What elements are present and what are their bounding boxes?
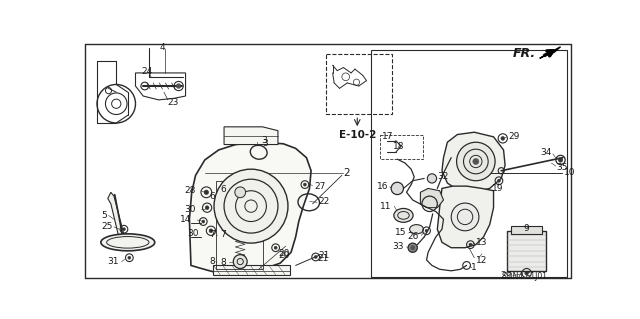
Text: 23: 23	[168, 98, 179, 107]
Bar	[508, 231, 546, 271]
Polygon shape	[540, 47, 561, 58]
Circle shape	[202, 220, 205, 223]
Bar	[371, 50, 568, 277]
Text: 30: 30	[184, 205, 196, 214]
Text: 31: 31	[107, 257, 118, 266]
Text: 21: 21	[317, 254, 328, 263]
Circle shape	[205, 206, 209, 210]
Polygon shape	[437, 186, 493, 248]
Text: 20: 20	[278, 249, 289, 258]
Text: 4: 4	[159, 43, 165, 52]
Text: 22: 22	[319, 197, 330, 206]
Text: 9: 9	[524, 224, 529, 233]
Circle shape	[425, 229, 428, 232]
Circle shape	[525, 271, 529, 275]
Circle shape	[456, 142, 495, 181]
Text: 6: 6	[209, 192, 215, 201]
Ellipse shape	[394, 208, 413, 222]
Text: 18: 18	[394, 142, 405, 151]
Circle shape	[235, 187, 246, 198]
Circle shape	[391, 182, 403, 195]
Ellipse shape	[101, 234, 155, 251]
Circle shape	[128, 256, 131, 259]
Text: 1: 1	[471, 263, 477, 272]
Text: 19: 19	[492, 184, 503, 193]
Text: E-10-2: E-10-2	[339, 130, 376, 140]
Text: 29: 29	[508, 132, 520, 141]
Circle shape	[303, 183, 307, 186]
Text: 5: 5	[101, 211, 107, 220]
Text: 14: 14	[180, 216, 192, 225]
Circle shape	[501, 137, 505, 140]
Text: 3: 3	[262, 139, 268, 148]
Polygon shape	[212, 265, 289, 275]
Circle shape	[274, 246, 277, 249]
Circle shape	[497, 179, 500, 182]
Circle shape	[473, 159, 479, 165]
Text: FR.: FR.	[513, 47, 536, 60]
Ellipse shape	[410, 225, 424, 234]
Text: SDN4 E1J01: SDN4 E1J01	[502, 272, 547, 281]
Text: 34: 34	[540, 148, 551, 157]
Text: 2: 2	[344, 168, 350, 178]
Text: 17: 17	[382, 132, 394, 141]
Text: 21: 21	[319, 251, 330, 260]
Text: 30: 30	[187, 229, 198, 238]
Text: 26: 26	[408, 233, 419, 241]
Text: 29: 29	[500, 271, 511, 280]
Bar	[216, 181, 262, 269]
Text: 15: 15	[395, 228, 406, 237]
Text: 28: 28	[184, 186, 196, 195]
Circle shape	[558, 158, 563, 162]
Text: 7: 7	[221, 230, 227, 239]
Text: 7: 7	[209, 230, 215, 239]
Text: 8: 8	[209, 257, 215, 266]
Circle shape	[451, 203, 479, 231]
Bar	[234, 185, 246, 200]
Circle shape	[214, 169, 288, 243]
Text: 33: 33	[392, 242, 403, 251]
Bar	[326, 54, 392, 114]
Text: 13: 13	[476, 238, 487, 247]
Text: 8: 8	[221, 258, 227, 267]
Text: 16: 16	[376, 182, 388, 191]
Text: 12: 12	[476, 256, 487, 264]
Text: 27: 27	[314, 182, 326, 191]
Circle shape	[314, 256, 317, 258]
Circle shape	[234, 255, 247, 269]
Polygon shape	[224, 127, 278, 145]
Circle shape	[122, 228, 125, 231]
Polygon shape	[108, 192, 132, 245]
Text: 10: 10	[564, 168, 575, 177]
Text: 25: 25	[101, 222, 113, 231]
Text: 3: 3	[262, 136, 268, 145]
Circle shape	[410, 245, 415, 250]
Circle shape	[428, 174, 436, 183]
Circle shape	[204, 190, 209, 195]
Bar	[380, 135, 422, 159]
Circle shape	[176, 84, 181, 88]
Text: 20: 20	[279, 251, 290, 260]
Polygon shape	[189, 142, 311, 273]
Circle shape	[209, 229, 213, 233]
Polygon shape	[442, 132, 505, 192]
Circle shape	[408, 243, 417, 252]
Bar	[511, 226, 542, 234]
Text: 35: 35	[556, 163, 568, 172]
Polygon shape	[420, 189, 444, 208]
Text: 24: 24	[141, 67, 153, 76]
Text: 11: 11	[380, 202, 391, 211]
Text: 32: 32	[437, 172, 449, 182]
Circle shape	[469, 243, 472, 246]
Text: 6: 6	[221, 185, 227, 194]
